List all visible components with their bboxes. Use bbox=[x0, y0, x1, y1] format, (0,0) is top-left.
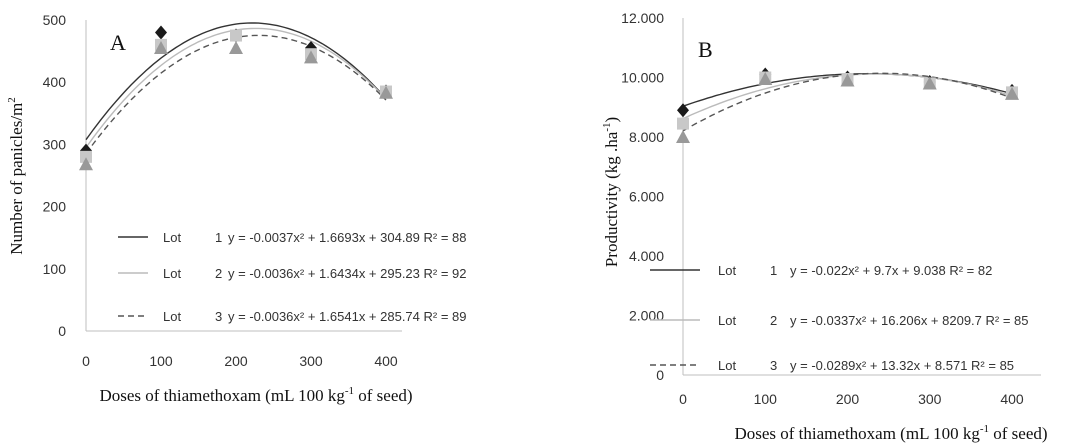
panel-b-y-tick-label: 4.000 bbox=[629, 248, 664, 264]
panel-a-label: A bbox=[110, 30, 126, 55]
panel-a-y-tick-label: 500 bbox=[43, 12, 67, 28]
panel-b-legend-equation-lot-1: y = -0.022x² + 9.7x + 9.038 R² = 82 bbox=[790, 263, 992, 278]
panel-b-legend-label-lot-3: Lot bbox=[718, 358, 736, 373]
panel-b-point-lot-3 bbox=[840, 73, 855, 87]
panel-a-x-axis-title-main: Doses of thiamethoxam (mL 100 kg bbox=[99, 386, 345, 405]
panel-b-legend-number-lot-2: 2 bbox=[770, 313, 777, 328]
panel-b-legend-number-lot-3: 3 bbox=[770, 358, 777, 373]
panel-a: 0 100 200 300 400 500 0 100 200 300 400 A Lot 1 y =… bbox=[6, 12, 467, 405]
panel-b-x-axis-title: Doses of thiamethoxam (mL 100 kg-1 of se… bbox=[734, 423, 1047, 443]
panel-b-legend-number-lot-1: 1 bbox=[770, 263, 777, 278]
panel-b-data-points bbox=[676, 67, 1019, 143]
panel-a-point-lot-3 bbox=[379, 85, 393, 99]
panel-a-point-lot-3 bbox=[154, 40, 168, 54]
panel-b-legend-label-lot-1: Lot bbox=[718, 263, 736, 278]
panel-a-legend-label-lot-2: Lot bbox=[163, 266, 181, 281]
panel-b-y-tick-label: 10.000 bbox=[621, 70, 664, 86]
panel-a-legend: Lot 1 y = -0.0037x² + 1.6693x + 304.89 R² … bbox=[118, 230, 467, 324]
panel-b-y-tick-label: 2.000 bbox=[629, 308, 664, 324]
panel-a-data-points bbox=[79, 25, 393, 171]
panel-a-point-lot-3 bbox=[79, 157, 93, 171]
panel-a-point-lot-2 bbox=[230, 29, 242, 42]
panel-b-y-axis-title: Productivity (kg .ha-1) bbox=[601, 117, 621, 267]
panel-a-x-tick-label: 300 bbox=[299, 353, 323, 369]
panel-a-legend-number-lot-2: 2 bbox=[215, 266, 222, 281]
panel-a-x-tick-label: 100 bbox=[149, 353, 173, 369]
panel-a-y-axis-title-sup: 2 bbox=[6, 97, 18, 103]
panel-b-y-tick-label: 0 bbox=[656, 367, 664, 383]
panel-a-point-lot-1 bbox=[155, 25, 167, 40]
panel-a-point-lot-2 bbox=[80, 150, 92, 163]
panel-b-x-tick-label: 300 bbox=[918, 391, 942, 407]
panel-b-point-lot-3 bbox=[758, 71, 773, 85]
panel-a-x-tick-label: 200 bbox=[224, 353, 248, 369]
panel-b-legend-equation-lot-2: y = -0.0337x² + 16.206x + 8209.7 R² = 85 bbox=[790, 313, 1029, 328]
panel-b-x-tick-label: 400 bbox=[1000, 391, 1024, 407]
panel-b-x-axis-title-main: Doses of thiamethoxam (mL 100 kg bbox=[734, 424, 980, 443]
panel-a-x-tick-labels: 0 100 200 300 400 bbox=[82, 353, 398, 369]
panel-a-y-tick-label: 300 bbox=[43, 136, 67, 152]
panel-a-trend-line-lot-1 bbox=[85, 22, 387, 141]
panel-a-x-axis-title-end: of seed) bbox=[354, 386, 413, 405]
panel-b-point-lot-2 bbox=[677, 117, 689, 130]
panel-a-legend-equation-lot-2: y = -0.0036x² + 1.6434x + 295.23 R² = 92 bbox=[228, 266, 467, 281]
panel-b-y-axis-title-end: ) bbox=[602, 117, 621, 123]
panel-b-label: B bbox=[698, 37, 713, 62]
panel-a-x-tick-label: 0 bbox=[82, 353, 90, 369]
panel-a-legend-number-lot-3: 3 bbox=[215, 309, 222, 324]
panel-a-point-lot-3 bbox=[229, 40, 243, 54]
panel-b-legend-label-lot-2: Lot bbox=[718, 313, 736, 328]
panel-b-y-tick-label: 8.000 bbox=[629, 129, 664, 145]
panel-b-x-tick-label: 0 bbox=[679, 391, 687, 407]
panel-a-x-axis-title: Doses of thiamethoxam (mL 100 kg-1 of se… bbox=[99, 385, 412, 405]
panel-b-point-lot-1 bbox=[677, 103, 689, 118]
panel-b-x-tick-label: 200 bbox=[836, 391, 860, 407]
panel-a-y-tick-label: 0 bbox=[58, 323, 66, 339]
panel-b-point-lot-3 bbox=[676, 130, 690, 143]
panel-b-y-tick-label: 12.000 bbox=[621, 10, 664, 26]
panel-b-x-axis-title-sup: -1 bbox=[980, 423, 989, 435]
panel-b-y-axis-title-sup: -1 bbox=[601, 122, 613, 131]
panel-b-legend-equation-lot-3: y = -0.0289x² + 13.32x + 8.571 R² = 85 bbox=[790, 358, 1014, 373]
panel-a-legend-label-lot-3: Lot bbox=[163, 309, 181, 324]
panel-b-y-tick-labels: 0 2.000 4.000 6.000 8.000 10.000 12.000 bbox=[621, 10, 664, 383]
panel-b-point-lot-3 bbox=[922, 76, 937, 90]
panel-a-legend-label-lot-1: Lot bbox=[163, 230, 181, 245]
panel-b-legend: Lot 1 y = -0.022x² + 9.7x + 9.038 R² = 82 L… bbox=[650, 263, 1029, 373]
panel-a-legend-equation-lot-1: y = -0.0037x² + 1.6693x + 304.89 R² = 88 bbox=[228, 230, 467, 245]
panel-a-y-tick-label: 400 bbox=[43, 74, 67, 90]
panel-b-y-axis-title-main: Productivity (kg .ha bbox=[602, 131, 621, 267]
panel-a-x-axis-title-sup: -1 bbox=[345, 385, 354, 397]
panel-a-y-axis-title: Number of panicles/m2 bbox=[6, 97, 26, 255]
panel-b-x-axis-title-end: of seed) bbox=[989, 424, 1048, 443]
panel-a-x-tick-label: 400 bbox=[374, 353, 398, 369]
panel-a-y-tick-label: 100 bbox=[43, 261, 67, 277]
panel-b-x-tick-label: 100 bbox=[754, 391, 778, 407]
panel-b-y-tick-label: 6.000 bbox=[629, 189, 664, 205]
panel-a-y-tick-labels: 0 100 200 300 400 500 bbox=[43, 12, 67, 339]
panel-a-point-lot-3 bbox=[304, 50, 318, 64]
panel-b-point-lot-3 bbox=[1005, 86, 1019, 100]
panel-a-legend-equation-lot-3: y = -0.0036x² + 1.6541x + 285.74 R² = 89 bbox=[228, 309, 467, 324]
panel-b-x-tick-labels: 0 100 200 300 400 bbox=[679, 391, 1024, 407]
panel-a-y-axis-title-main: Number of panicles/m bbox=[7, 103, 26, 255]
panel-a-legend-number-lot-1: 1 bbox=[215, 230, 222, 245]
panel-a-y-tick-label: 200 bbox=[43, 199, 67, 215]
